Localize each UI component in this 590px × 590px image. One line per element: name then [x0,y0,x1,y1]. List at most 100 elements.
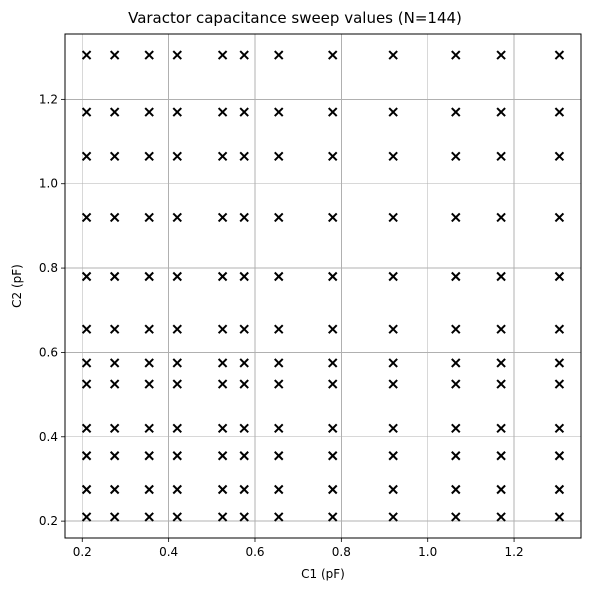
data-point [217,151,228,162]
data-point [554,423,565,434]
data-point [451,151,461,162]
data-point [496,423,506,434]
data-point [496,50,506,60]
data-point [388,324,398,334]
data-point [554,50,565,60]
plot-area-frame [64,33,582,539]
data-point [144,271,154,282]
data-point [172,512,182,522]
data-point [239,212,249,223]
data-point [451,50,461,60]
data-point [496,151,506,162]
y-tick-label: 0.4 [39,430,58,444]
data-point [451,107,461,117]
data-point [496,212,506,223]
data-point [81,50,92,60]
axis-ticks: 0.2 0.4 0.6 0.8 1.0 1.2 0.2 0.4 0.6 0.8 1.0 1.2 [39,92,524,559]
x-tick-label: 0.4 [159,545,178,559]
data-point [172,379,182,389]
data-point [217,107,228,117]
data-point [328,512,338,522]
data-point [144,324,154,334]
data-point [81,484,92,495]
data-point [217,451,228,461]
x-tick-label: 0.2 [73,545,92,559]
data-point [328,151,338,162]
data-point [172,484,182,495]
data-point [217,358,228,368]
grid-lines [65,34,581,538]
data-point [109,379,120,389]
data-point [239,324,249,334]
chart-title: Varactor capacitance sweep values (N=144… [128,9,462,27]
data-point [239,423,249,434]
data-point [217,50,228,60]
data-point [172,151,182,162]
data-point [328,324,338,334]
data-point [451,512,461,522]
data-point [388,379,398,389]
data-point [109,484,120,495]
data-point [274,151,284,162]
data-point [554,212,565,223]
y-tick-label: 1.2 [39,92,58,106]
data-point [451,358,461,368]
data-point [388,107,398,117]
data-point [109,151,120,162]
data-point [554,271,565,282]
data-point [172,423,182,434]
data-point [109,358,120,368]
data-point [554,324,565,334]
data-markers [81,50,565,522]
x-tick-label: 1.2 [505,545,524,559]
data-point [554,107,565,117]
data-point [388,358,398,368]
x-tick-label: 0.8 [332,545,351,559]
data-point [328,50,338,60]
data-point [496,451,506,461]
x-axis-label: C1 (pF) [301,567,345,581]
data-point [144,484,154,495]
data-point [496,358,506,368]
y-axis-label: C2 (pF) [10,264,24,308]
data-point [274,212,284,223]
data-point [388,271,398,282]
data-point [81,271,92,282]
data-point [274,484,284,495]
data-point [81,379,92,389]
data-point [109,107,120,117]
data-point [144,512,154,522]
data-point [328,379,338,389]
data-point [451,451,461,461]
data-point [144,151,154,162]
data-point [172,107,182,117]
y-tick-label: 0.2 [39,514,58,528]
data-point [451,212,461,223]
data-point [81,358,92,368]
data-point [109,324,120,334]
data-point [451,379,461,389]
data-point [328,358,338,368]
data-point [328,423,338,434]
data-point [328,451,338,461]
data-point [239,379,249,389]
data-point [217,324,228,334]
data-point [172,324,182,334]
data-point [274,451,284,461]
data-point [328,484,338,495]
x-tick-label: 0.6 [245,545,264,559]
data-point [451,484,461,495]
data-point [109,512,120,522]
data-point [554,451,565,461]
data-point [217,271,228,282]
data-point [144,212,154,223]
data-point [144,451,154,461]
data-point [109,50,120,60]
data-point [239,151,249,162]
data-point [554,358,565,368]
data-point [451,324,461,334]
data-point [496,324,506,334]
data-point [109,271,120,282]
data-point [239,512,249,522]
